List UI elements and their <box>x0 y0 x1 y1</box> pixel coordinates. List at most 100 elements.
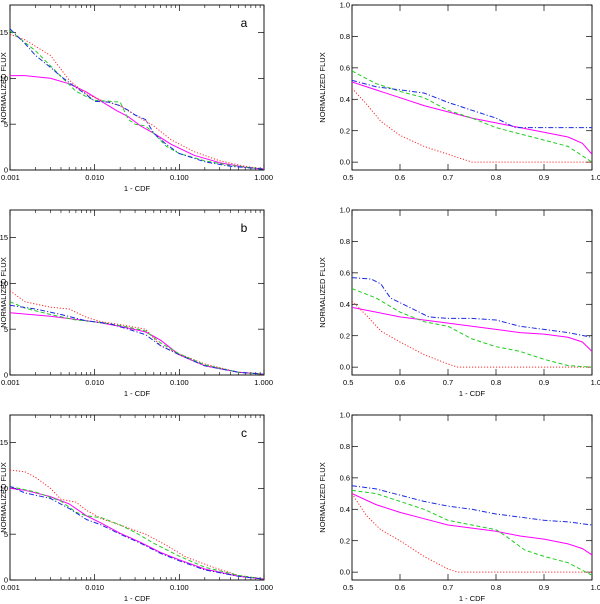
y-tick-label: 5 <box>4 325 8 334</box>
plot-frame <box>351 209 593 376</box>
series-line-solid <box>352 306 592 352</box>
y-axis-label: NORMALIZED FLUX <box>0 52 8 122</box>
y-axis-label: NORMALIZED FLUX <box>0 462 8 532</box>
y-axis-label: NORMALIZED FLUX <box>0 257 8 327</box>
panel-label: b <box>241 221 248 235</box>
y-tick-label: 15 <box>0 28 8 37</box>
x-axis-label: 1 - CDF <box>124 594 151 603</box>
y-tick-label: 10 <box>0 74 8 83</box>
x-tick-label: 0.7 <box>443 583 453 592</box>
panel-b-right: 0.5 0.6 0.7 0.8 0.9 1.0 0.0 0.2 0.4 0.6 0.8 1.0 1 - … <box>318 206 600 398</box>
series-line-dotted <box>10 33 264 170</box>
panel-a-left: 0.001 0.010 0.100 1.000 0 5 10 15 1 - CDF NORMALI… <box>0 4 273 193</box>
y-tick-label: 5 <box>4 120 8 129</box>
y-tick-label: 0 <box>4 576 8 585</box>
series-line-dash-dot <box>10 28 264 170</box>
series-line-solid <box>352 493 592 556</box>
y-tick-label: 10 <box>0 279 8 288</box>
y-tick-label: 0.6 <box>340 473 350 482</box>
series-line-dashed <box>10 486 264 580</box>
x-tick-label: 0.010 <box>85 583 104 592</box>
y-tick-label: 1.0 <box>340 411 350 420</box>
y-tick-label: 0.0 <box>340 568 350 577</box>
series-line-dash-dot <box>352 79 592 129</box>
plot-frame <box>9 209 265 376</box>
y-tick-label: 0 <box>4 371 8 380</box>
x-tick-label: 1.0 <box>591 378 600 387</box>
x-tick-label: 0.6 <box>395 378 405 387</box>
y-tick-label: 0.8 <box>340 442 350 451</box>
x-tick-label: 0.8 <box>491 583 501 592</box>
y-tick-label: 0.2 <box>340 331 350 340</box>
y-tick-label: 15 <box>0 233 8 242</box>
plot-frame <box>9 414 265 581</box>
x-tick-label: 0.100 <box>170 378 189 387</box>
y-tick-label: 0.8 <box>340 237 350 246</box>
plot-frame <box>9 4 265 171</box>
x-axis-label: 1 - CDF <box>124 184 151 193</box>
x-tick-label: 0.100 <box>170 583 189 592</box>
x-tick-label: 0.8 <box>491 378 501 387</box>
plot-frame <box>351 414 593 581</box>
y-tick-label: 0.0 <box>340 363 350 372</box>
x-tick-label: 0.5 <box>343 583 353 592</box>
y-tick-label: 0.0 <box>340 158 350 167</box>
x-axis-label: 1 - CDF <box>459 594 486 603</box>
plot-frame <box>351 4 593 171</box>
panel-c-left: 0.001 0.010 0.100 1.000 0 5 10 15 1 - CDF NORMALI… <box>0 414 273 603</box>
x-tick-label: 1.000 <box>254 378 273 387</box>
x-tick-label: 0.010 <box>85 173 104 182</box>
series-line-dashed <box>352 489 592 576</box>
series-line-dash-dot <box>10 304 264 375</box>
series-line-dashed <box>352 288 592 368</box>
x-tick-label: 1.0 <box>591 583 600 592</box>
x-tick-label: 0.001 <box>1 583 20 592</box>
x-tick-label: 0.8 <box>491 173 501 182</box>
panel-label: a <box>241 16 248 30</box>
x-tick-label: 0.9 <box>539 378 549 387</box>
panel-b-left: 0.001 0.010 0.100 1.000 0 5 10 15 1 - CDF NORMALI… <box>0 209 273 398</box>
x-tick-label: 0.9 <box>539 583 549 592</box>
y-tick-label: 0.2 <box>340 536 350 545</box>
y-tick-label: 10 <box>0 484 8 493</box>
series-line-solid <box>10 312 264 375</box>
series-line-dotted <box>10 290 264 375</box>
series-line-dotted <box>352 300 592 368</box>
x-tick-label: 0.100 <box>170 173 189 182</box>
x-tick-label: 0.001 <box>1 173 20 182</box>
series-line-dotted <box>10 469 264 580</box>
y-axis-label: NORMALIZED FLUX <box>318 52 327 122</box>
panel-label: c <box>241 426 247 440</box>
series-line-dash-dot <box>352 277 592 338</box>
series-line-solid <box>352 81 592 155</box>
x-tick-label: 1.000 <box>254 583 273 592</box>
y-axis-label: NORMALIZED FLUX <box>318 462 327 532</box>
y-tick-label: 0.4 <box>340 505 350 514</box>
y-tick-label: 1.0 <box>340 1 350 10</box>
y-axis-label: NORMALIZED FLUX <box>318 257 327 327</box>
y-tick-label: 0.6 <box>340 63 350 72</box>
panel-a-right: 0.5 0.6 0.7 0.8 0.9 1.0 0.0 0.2 0.4 0.6 0.8 1.0 NORM… <box>318 1 600 182</box>
y-tick-label: 0.4 <box>340 95 350 104</box>
x-axis-label: 1 - CDF <box>459 389 486 398</box>
x-tick-label: 0.5 <box>343 378 353 387</box>
x-tick-label: 0.9 <box>539 173 549 182</box>
series-line-dashed <box>10 301 264 375</box>
y-tick-label: 0 <box>4 166 8 175</box>
y-tick-label: 0.4 <box>340 300 350 309</box>
x-tick-label: 0.7 <box>443 173 453 182</box>
x-tick-label: 0.6 <box>395 173 405 182</box>
y-tick-label: 5 <box>4 530 8 539</box>
x-tick-label: 1.000 <box>254 173 273 182</box>
series-line-solid <box>10 75 264 170</box>
y-tick-label: 0.2 <box>340 126 350 135</box>
series-line-dashed <box>10 30 264 170</box>
panel-c-right: 0.5 0.6 0.7 0.8 0.9 1.0 0.0 0.2 0.4 0.6 0.8 1.0 1 - … <box>318 411 600 603</box>
series-line-dashed <box>352 70 592 163</box>
x-tick-label: 0.5 <box>343 173 353 182</box>
x-tick-label: 1.0 <box>591 173 600 182</box>
x-tick-label: 0.010 <box>85 378 104 387</box>
x-axis-label: 1 - CDF <box>124 389 151 398</box>
x-tick-label: 0.001 <box>1 378 20 387</box>
